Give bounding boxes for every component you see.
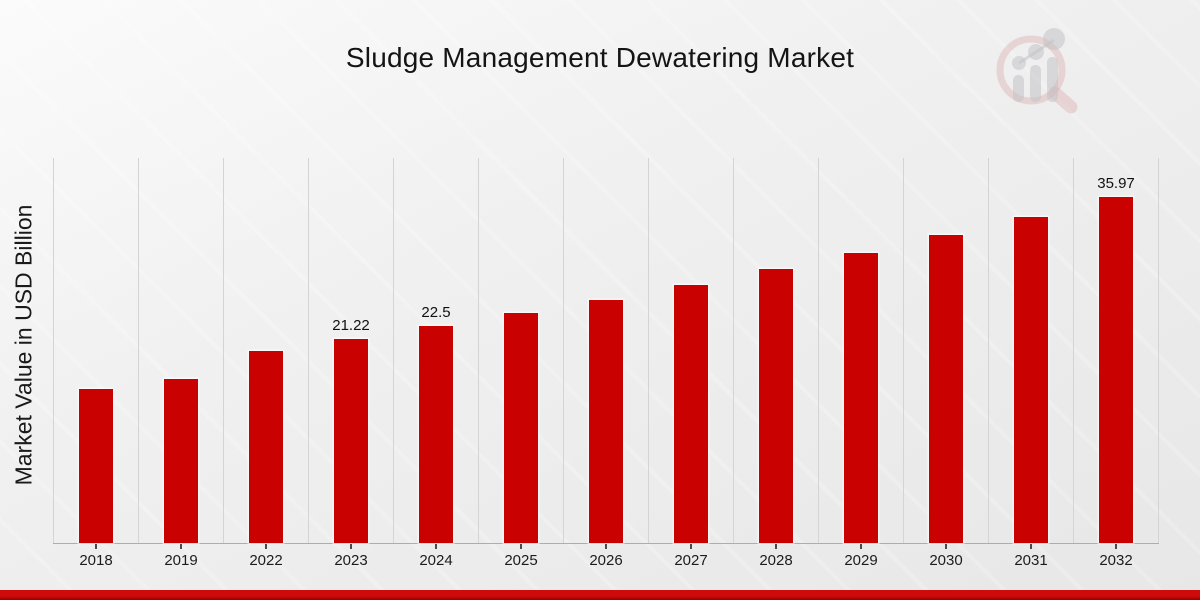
chart-column: 21.22 2023 — [308, 158, 393, 569]
x-axis-tick — [1115, 544, 1117, 549]
data-label: 22.5 — [421, 304, 451, 322]
bar-2026 — [589, 299, 623, 543]
chart-column: 2027 — [648, 158, 733, 569]
bar-2024 — [419, 326, 453, 543]
bar-2018 — [79, 389, 113, 543]
chart-column: 2026 — [563, 158, 648, 569]
x-axis-label: 2026 — [589, 552, 623, 569]
x-axis-tick — [520, 544, 522, 549]
x-axis-label: 2023 — [334, 552, 368, 569]
chart-column: 35.97 2032 — [1073, 158, 1159, 569]
x-axis-tick — [350, 544, 352, 549]
x-axis-label: 2027 — [674, 552, 708, 569]
x-axis-tick — [1030, 544, 1032, 549]
bar-2027 — [674, 284, 708, 543]
x-axis-tick — [775, 544, 777, 549]
footer-accent-band — [0, 590, 1200, 600]
bar-2019 — [164, 379, 198, 543]
x-axis-label: 2019 — [164, 552, 198, 569]
x-axis-label: 2022 — [249, 552, 283, 569]
x-axis-label: 2029 — [844, 552, 878, 569]
y-axis-label: Market Value in USD Billion — [10, 204, 37, 486]
bar-2025 — [504, 313, 538, 543]
data-label: 21.22 — [332, 316, 370, 334]
chart-column: 22.5 2024 — [393, 158, 478, 569]
data-label: 35.97 — [1097, 174, 1135, 192]
x-axis-label: 2030 — [929, 552, 963, 569]
x-axis-label: 2031 — [1014, 552, 1048, 569]
bar-2022 — [249, 350, 283, 543]
x-axis-tick — [945, 544, 947, 549]
x-axis-tick — [265, 544, 267, 549]
x-axis-label: 2028 — [759, 552, 793, 569]
chart-column: 2029 — [818, 158, 903, 569]
x-axis-tick — [180, 544, 182, 549]
bar-2028 — [759, 269, 793, 543]
x-axis-tick — [435, 544, 437, 549]
bar-2029 — [844, 252, 878, 543]
chart-column: 2018 — [53, 158, 138, 569]
chart-column: 2031 — [988, 158, 1073, 569]
chart-column: 2025 — [478, 158, 563, 569]
x-axis-tick — [95, 544, 97, 549]
x-axis-label: 2025 — [504, 552, 538, 569]
bar-2031 — [1014, 216, 1048, 543]
chart-column: 2019 — [138, 158, 223, 569]
plot-area: 2018 2019 2022 21.22 2023 22.5 2024 2025 2026 202… — [53, 158, 1159, 569]
x-axis-tick — [860, 544, 862, 549]
x-axis-label: 2018 — [79, 552, 113, 569]
x-axis-tick — [690, 544, 692, 549]
magnifier-bar-chart-logo-icon — [996, 28, 1078, 114]
bar-2032 — [1099, 196, 1133, 543]
x-axis-tick — [605, 544, 607, 549]
x-axis-label: 2032 — [1099, 552, 1133, 569]
bar-2030 — [929, 235, 963, 543]
chart-column: 2022 — [223, 158, 308, 569]
chart-column: 2030 — [903, 158, 988, 569]
chart-column: 2028 — [733, 158, 818, 569]
x-axis-label: 2024 — [419, 552, 453, 569]
chart-title: Sludge Management Dewatering Market — [345, 42, 855, 73]
bar-2023 — [334, 338, 368, 543]
